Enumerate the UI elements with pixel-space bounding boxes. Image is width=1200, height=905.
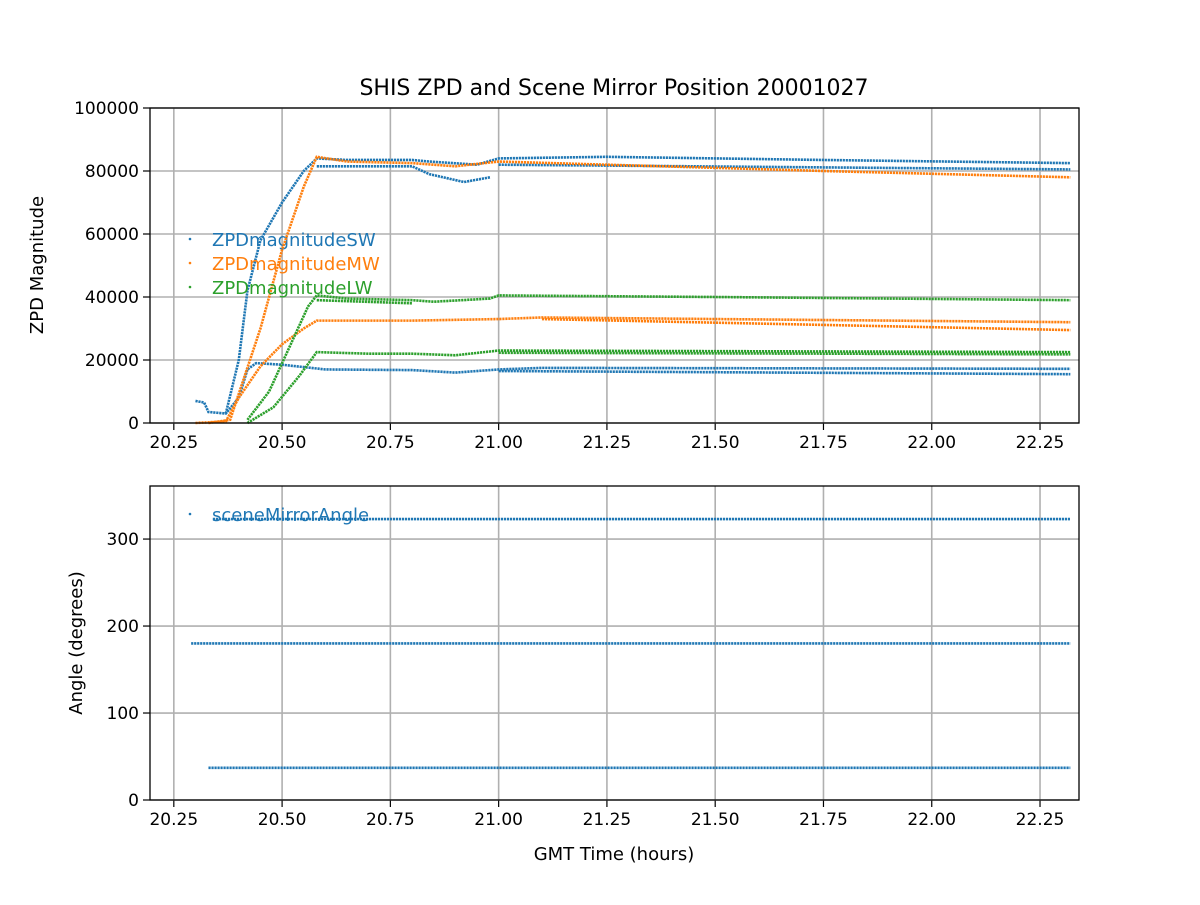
legend-label: sceneMirrorAngle bbox=[212, 505, 369, 526]
x-tick-label: 21.50 bbox=[691, 433, 740, 453]
legend-marker bbox=[188, 512, 192, 516]
y-tick-label: 20000 bbox=[85, 351, 139, 371]
x-tick-label: 22.00 bbox=[907, 810, 956, 830]
series-trace-ZPDmagnitudeLW bbox=[498, 351, 1071, 356]
y-tick-label: 0 bbox=[128, 414, 139, 434]
x-tick-label: 22.25 bbox=[1016, 810, 1065, 830]
x-tick-label: 20.50 bbox=[258, 810, 307, 830]
series-trace-ZPDmagnitudeSW bbox=[498, 163, 1071, 171]
y-tick-label: 100000 bbox=[74, 99, 139, 119]
x-tick-label: 20.25 bbox=[149, 810, 198, 830]
x-axis-label: GMT Time (hours) bbox=[534, 844, 695, 865]
x-tick-label: 22.25 bbox=[1016, 433, 1065, 453]
legend-marker bbox=[188, 237, 192, 241]
x-tick-label: 20.75 bbox=[366, 810, 415, 830]
series-sceneMirrorAngle bbox=[191, 517, 1071, 770]
series-trace-ZPDmagnitudeSW bbox=[498, 369, 1071, 376]
x-tick-label: 21.00 bbox=[474, 810, 523, 830]
axes-frame bbox=[149, 107, 1080, 424]
x-tick-label: 20.50 bbox=[258, 433, 307, 453]
chart-title: SHIS ZPD and Scene Mirror Position 20001… bbox=[359, 76, 868, 101]
y-tick-label: 60000 bbox=[85, 225, 139, 245]
axes-top: 20.25 20.50 20.75 21.00 21.25 21.50 21.75 22.00… bbox=[74, 99, 1080, 453]
legend-label: ZPDmagnitudeSW bbox=[212, 230, 376, 251]
x-tick-label: 20.75 bbox=[366, 433, 415, 453]
series-trace-ZPDmagnitudeLW bbox=[246, 349, 1071, 425]
series-trace-ZPDmagnitudeMW bbox=[541, 317, 1071, 332]
series-trace-ZPDmagnitudeSW bbox=[224, 155, 1071, 414]
legend-marker bbox=[188, 285, 192, 289]
series-ZPDmagnitudeLW bbox=[246, 294, 1071, 425]
y-tick-label: 40000 bbox=[85, 288, 139, 308]
x-tick-label: 21.00 bbox=[474, 433, 523, 453]
series-trace-ZPDmagnitudeMW bbox=[195, 316, 1071, 425]
bottom-y-axis-label: Angle (degrees) bbox=[66, 571, 87, 714]
y-tick-label: 300 bbox=[107, 530, 139, 550]
x-tick-label: 21.50 bbox=[691, 810, 740, 830]
y-tick-label: 80000 bbox=[85, 162, 139, 182]
top-y-axis-label: ZPD Magnitude bbox=[27, 196, 48, 334]
axes-bottom: 20.25 20.50 20.75 21.00 21.25 21.50 21.75 22.00… bbox=[107, 485, 1080, 830]
legend-label: ZPDmagnitudeMW bbox=[212, 254, 380, 275]
series-trace-ZPDmagnitudeSW bbox=[195, 361, 1071, 415]
series-trace-ZPDmagnitudeMW bbox=[208, 155, 1071, 425]
x-tick-label: 21.75 bbox=[799, 810, 848, 830]
series-trace-ZPDmagnitudeLW bbox=[316, 298, 413, 305]
y-tick-label: 200 bbox=[107, 617, 139, 637]
series-trace-ZPDmagnitudeLW bbox=[246, 294, 1071, 421]
y-tick-label: 0 bbox=[128, 791, 139, 811]
x-tick-label: 21.25 bbox=[583, 433, 632, 453]
legend-label: ZPDmagnitudeLW bbox=[212, 278, 373, 299]
series-ZPDmagnitudeSW bbox=[195, 155, 1071, 415]
x-tick-label: 21.25 bbox=[583, 810, 632, 830]
x-tick-label: 20.25 bbox=[149, 433, 198, 453]
axes-frame bbox=[149, 485, 1080, 801]
y-tick-label: 100 bbox=[107, 704, 139, 724]
x-tick-label: 21.75 bbox=[799, 433, 848, 453]
legend-marker bbox=[188, 261, 192, 265]
x-tick-label: 22.00 bbox=[907, 433, 956, 453]
series-trace-ZPDmagnitudeSW bbox=[316, 164, 491, 184]
series-ZPDmagnitudeMW bbox=[195, 155, 1071, 425]
